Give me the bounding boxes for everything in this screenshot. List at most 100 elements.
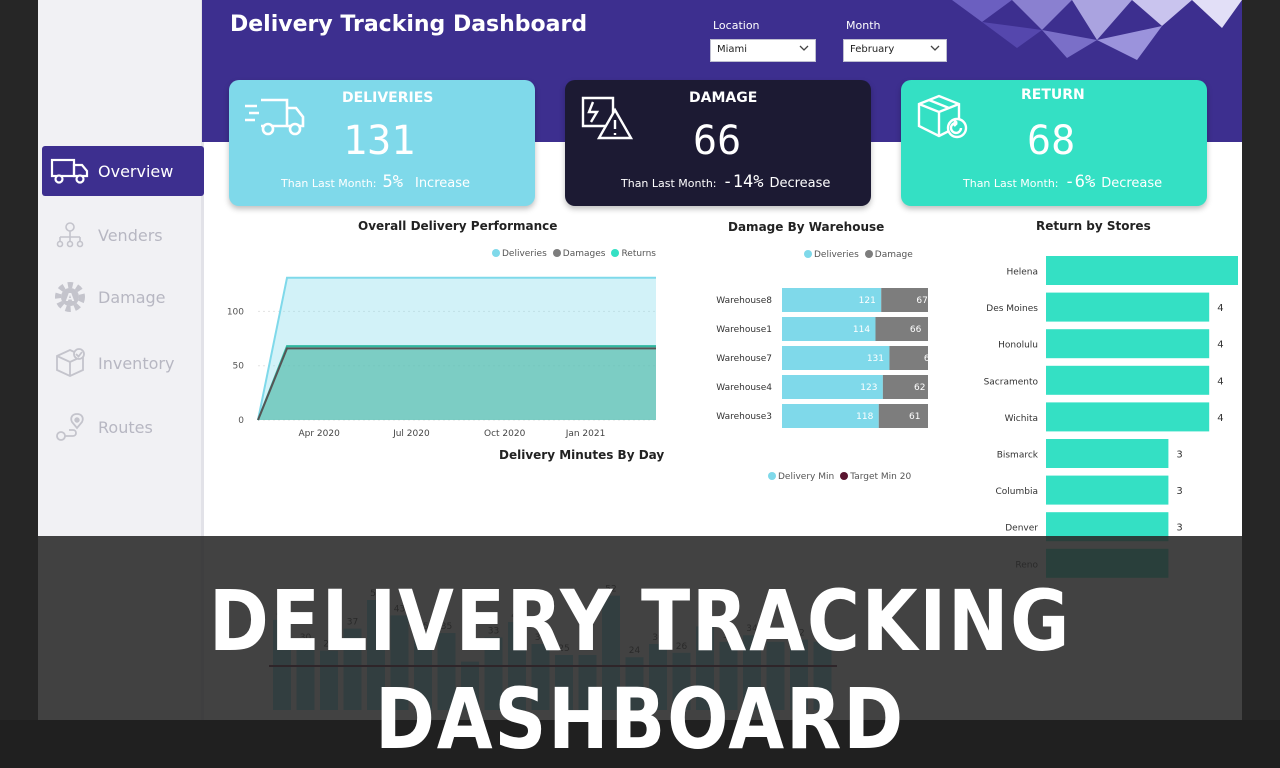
data-label: 4: [1217, 376, 1223, 387]
month-filter-label: Month: [846, 19, 881, 32]
legend-item: Deliveries: [492, 249, 547, 259]
category-label: Helena: [1006, 268, 1038, 278]
data-label: 66: [910, 325, 922, 335]
sidebar-item-damage[interactable]: A Damage: [42, 272, 204, 322]
location-dropdown[interactable]: Miami: [710, 39, 816, 62]
box-icon: [42, 338, 98, 388]
category-label: Warehouse7: [716, 354, 772, 364]
area-chart-performance: 0 50 100 Apr 2020 Jul 2020 Oct 2020 Jan 2021: [227, 276, 656, 439]
svg-text:A: A: [66, 291, 75, 304]
data-label: 61: [909, 412, 920, 422]
chevron-down-icon: [930, 45, 940, 51]
legend-item: Target Min 20: [840, 472, 911, 482]
sidebar-item-routes[interactable]: Routes: [42, 402, 204, 452]
data-label: 4: [1217, 303, 1223, 314]
kpi-change-label: Than Last Month:: [621, 177, 717, 190]
kpi-title: DELIVERIES: [342, 90, 434, 106]
sidebar-item-venders[interactable]: Venders: [42, 210, 204, 260]
sidebar-item-label: Damage: [98, 287, 166, 307]
month-dropdown-value: February: [850, 44, 895, 55]
data-label: 62: [914, 383, 925, 393]
kpi-change: Than Last Month: 5% Increase: [281, 172, 470, 192]
bar-store: [1046, 475, 1169, 505]
data-label: 118: [856, 412, 873, 422]
bar-store: [1046, 365, 1210, 395]
category-label: Bismarck: [997, 451, 1039, 461]
kpi-change-value: 5%: [382, 172, 403, 192]
legend-item: Damage: [864, 250, 913, 260]
bar-damage: [882, 375, 928, 399]
legend-performance: Deliveries Damages Returns: [492, 249, 656, 259]
location-filter-label: Location: [713, 19, 760, 32]
category-label: Columbia: [996, 487, 1039, 497]
line-returns: [257, 345, 656, 421]
data-label: 3: [1176, 523, 1182, 534]
kpi-change-value: -6%: [1064, 172, 1096, 192]
kpi-change: Than Last Month: -14% Decrease: [621, 172, 830, 192]
data-label: 67: [916, 296, 927, 306]
legend-item: Deliveries: [804, 250, 859, 260]
chart-title-performance: Overall Delivery Performance: [358, 219, 558, 233]
vendor-network-icon: [42, 210, 98, 260]
bar-deliveries: [782, 404, 879, 428]
data-label: 66: [924, 354, 928, 364]
category-label: Warehouse4: [716, 383, 772, 393]
data-label: 3: [1176, 450, 1182, 461]
x-tick-label: Jul 2020: [392, 429, 430, 439]
kpi-title: DAMAGE: [689, 90, 758, 106]
month-dropdown[interactable]: February: [843, 39, 947, 62]
data-label: 121: [859, 296, 876, 306]
y-tick-label: 50: [233, 362, 245, 372]
location-dropdown-value: Miami: [717, 44, 748, 55]
category-label: Des Moines: [986, 304, 1038, 314]
category-label: Honolulu: [998, 341, 1038, 351]
title-overlay-band: [38, 536, 1242, 720]
kpi-change: Than Last Month: -6% Decrease: [963, 172, 1162, 192]
data-label: 123: [860, 383, 877, 393]
bar-deliveries: [782, 346, 890, 370]
kpi-value: 68: [1027, 118, 1076, 164]
data-label: 4: [1217, 340, 1223, 351]
damage-warning-icon: [579, 92, 635, 146]
kpi-title: RETURN: [1021, 87, 1085, 103]
decorative-triangles: [952, 0, 1242, 60]
kpi-change-label: Than Last Month:: [281, 177, 377, 190]
bar-store: [1046, 292, 1210, 322]
page-title: Delivery Tracking Dashboard: [230, 12, 588, 37]
kpi-card-damage: DAMAGE 66 Than Last Month: -14% Decrease: [565, 80, 871, 206]
truck-icon: [42, 146, 98, 196]
bar-damage: [881, 288, 928, 312]
bar-damage: [875, 317, 928, 341]
bar-deliveries: [782, 288, 882, 312]
kpi-change-direction: Increase: [414, 176, 470, 191]
bar-store: [1046, 439, 1169, 468]
x-tick-label: Oct 2020: [484, 429, 526, 439]
sidebar-item-inventory[interactable]: Inventory: [42, 338, 204, 388]
data-label: 114: [853, 325, 870, 335]
data-label: 3: [1176, 486, 1182, 497]
kpi-change-direction: Decrease: [1101, 176, 1163, 191]
bar-damage: [889, 346, 928, 370]
kpi-change-label: Than Last Month:: [963, 177, 1059, 190]
kpi-change-direction: Decrease: [769, 176, 831, 191]
bar-deliveries: [782, 375, 883, 399]
bar-store: [1046, 402, 1210, 432]
bar-damage: [878, 404, 928, 428]
kpi-change-value: -14%: [722, 172, 764, 192]
route-icon: [42, 402, 98, 452]
video-title-banner: DELIVERY TRACKING DASHBOARD: [208, 572, 1072, 768]
bar-chart-warehouse: Warehouse8 121 67 Warehouse1 114 66 Warehouse7…: [716, 288, 928, 428]
legend-item: Returns: [611, 249, 656, 259]
sidebar-item-label: Venders: [98, 225, 163, 245]
category-label: Warehouse3: [716, 412, 772, 422]
sidebar-item-label: Inventory: [98, 353, 175, 373]
gear-icon: A: [42, 272, 98, 322]
bar-store: [1046, 329, 1210, 359]
area-returns: [258, 346, 656, 420]
category-label: Warehouse1: [716, 325, 772, 335]
y-tick-label: 0: [238, 416, 244, 426]
kpi-card-return: RETURN 68 Than Last Month: -6% Decrease: [901, 80, 1207, 206]
sidebar-item-overview[interactable]: Overview: [42, 146, 204, 196]
kpi-card-deliveries: DELIVERIES 131 Than Last Month: 5% Increas…: [229, 80, 535, 206]
sidebar-item-label: Overview: [98, 161, 174, 181]
